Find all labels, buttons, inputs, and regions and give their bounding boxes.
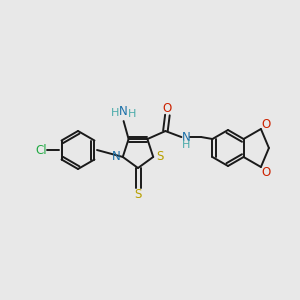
Text: H: H bbox=[110, 108, 119, 118]
Text: N: N bbox=[111, 150, 120, 164]
Text: Cl: Cl bbox=[35, 143, 47, 157]
Text: O: O bbox=[163, 102, 172, 115]
Text: N: N bbox=[182, 130, 191, 144]
Text: S: S bbox=[157, 150, 164, 164]
Text: N: N bbox=[119, 105, 128, 118]
Text: H: H bbox=[182, 140, 190, 150]
Text: O: O bbox=[261, 118, 271, 130]
Text: S: S bbox=[134, 188, 142, 202]
Text: O: O bbox=[261, 166, 271, 178]
Text: H: H bbox=[128, 109, 136, 119]
